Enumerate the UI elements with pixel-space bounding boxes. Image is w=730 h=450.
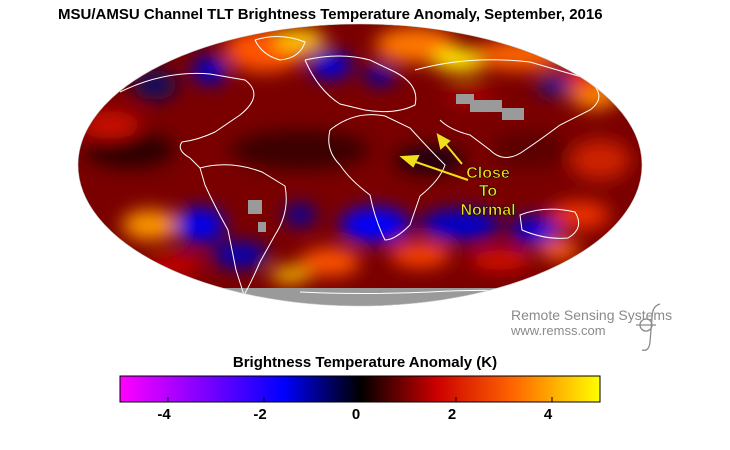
colorbar-title: Brightness Temperature Anomaly (K) bbox=[232, 354, 498, 371]
colorbar-tick-label: -4 bbox=[157, 406, 171, 423]
colorbar-ticks: -4 -2 0 2 4 bbox=[157, 397, 553, 423]
annotation-line: Close bbox=[466, 165, 510, 182]
branding: Remote Sensing Systems www.remss.com bbox=[511, 307, 672, 338]
coastlines bbox=[119, 36, 600, 297]
annotation-line: To bbox=[479, 183, 498, 200]
colorbar-tick-label: 4 bbox=[544, 406, 553, 423]
annotation-line: Normal bbox=[460, 202, 515, 219]
no-data-patches bbox=[248, 94, 524, 232]
annotation-arrows bbox=[399, 133, 469, 181]
map-title: MSU/AMSU Channel TLT Brightness Temperat… bbox=[58, 6, 603, 23]
colorbar-tick-label: 0 bbox=[352, 406, 360, 423]
map-field bbox=[78, 24, 642, 306]
brand-url: www.remss.com bbox=[511, 323, 606, 338]
colorbar-tick-label: 2 bbox=[448, 406, 456, 423]
remss-logo bbox=[636, 303, 661, 351]
colorbar-tick-label: -2 bbox=[253, 406, 266, 423]
brand-name: Remote Sensing Systems bbox=[511, 307, 673, 323]
annotation-text: Close To Normal bbox=[460, 165, 516, 220]
